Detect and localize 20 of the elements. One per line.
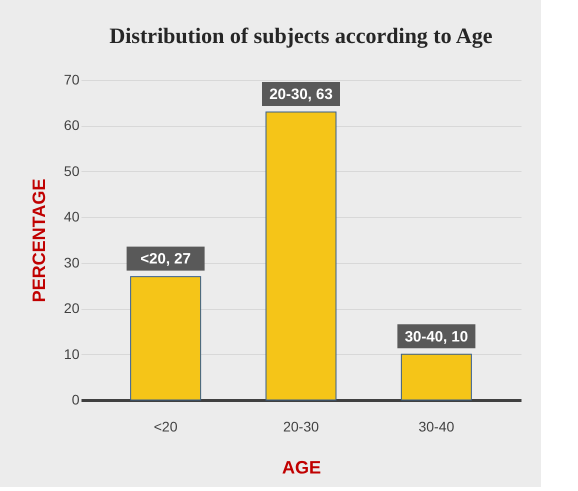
x-axis-title: AGE [282, 458, 322, 478]
y-tick-label: 0 [72, 392, 80, 408]
data-label: <20, 27 [140, 250, 191, 268]
bar [400, 354, 472, 400]
x-tick-label: <20 [154, 418, 178, 434]
y-tick-label: 50 [64, 162, 80, 179]
x-tick-label: 20-30 [283, 418, 320, 434]
y-tick-label: 40 [64, 208, 80, 225]
y-tick-label: 20 [64, 300, 80, 316]
y-tick-label: 70 [64, 72, 80, 88]
data-label: 30-40, 10 [404, 328, 468, 346]
y-tick-label: 30 [64, 254, 80, 270]
y-tick-label: 60 [64, 117, 80, 134]
bar [266, 112, 336, 400]
data-label: 20-30, 63 [269, 86, 333, 103]
y-axis-title: PERCENTAGE [28, 178, 49, 302]
chart-title: Distribution of subjects according to Age [109, 23, 493, 48]
bar [130, 276, 202, 400]
y-tick-label: 10 [64, 346, 80, 362]
x-tick-label: 30-40 [418, 418, 454, 434]
